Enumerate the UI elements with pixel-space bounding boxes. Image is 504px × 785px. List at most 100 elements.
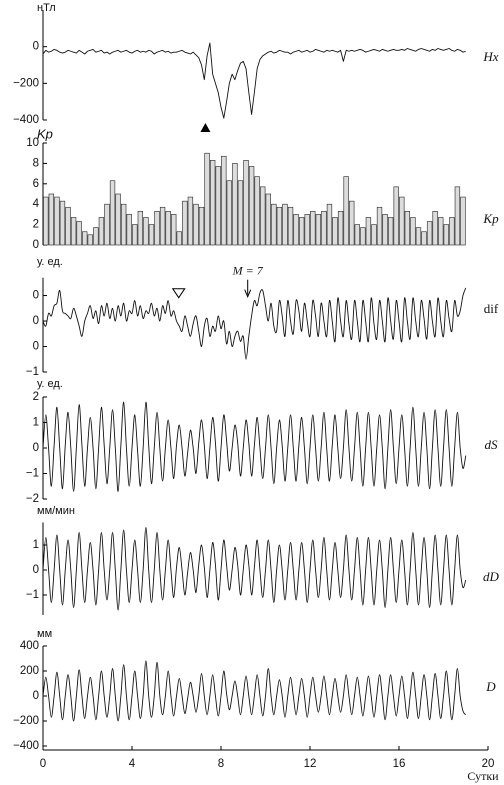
panel-label: D — [485, 679, 496, 694]
bar — [148, 224, 155, 246]
event-marker — [171, 288, 186, 299]
data-line — [42, 660, 467, 722]
bar — [349, 200, 355, 246]
y-unit-label: мм — [37, 628, 52, 640]
y-tick-label: −1 — [26, 468, 39, 480]
bar — [137, 211, 144, 246]
bar — [260, 186, 266, 246]
bar — [98, 217, 105, 246]
bar — [243, 160, 249, 246]
y-tick-label: 4 — [33, 198, 40, 210]
bar — [221, 155, 227, 246]
bar — [209, 160, 216, 246]
bar — [321, 211, 327, 246]
bar — [65, 206, 71, 246]
bar — [143, 217, 149, 246]
bar — [187, 196, 194, 246]
panel-label: dS — [485, 437, 499, 452]
bar — [387, 217, 394, 246]
annotation: M = 7 — [232, 263, 264, 277]
bar — [460, 196, 466, 246]
bar — [371, 224, 377, 246]
data-line — [42, 287, 467, 360]
y-tick-label: 1 — [33, 417, 39, 429]
y-tick-label: −200 — [13, 715, 39, 727]
panel-label: Kp — [482, 211, 499, 226]
bar — [76, 221, 82, 246]
y-tick-label: 0 — [33, 315, 39, 327]
x-axis-label: Сутки — [467, 769, 499, 783]
y-tick-label: −2 — [26, 493, 39, 505]
bar — [104, 203, 110, 246]
annotation-arrowhead — [244, 289, 252, 298]
data-line — [42, 401, 467, 492]
y-tick-label: 400 — [20, 640, 39, 652]
y-unit-label: нТл — [37, 2, 56, 14]
bar — [287, 206, 294, 246]
y-unit-label: у. ед. — [37, 256, 63, 268]
bar — [443, 224, 449, 246]
bar — [198, 206, 205, 246]
bar — [426, 221, 433, 246]
y-tick-label: −400 — [13, 114, 39, 126]
bar — [438, 217, 444, 246]
bar — [226, 180, 233, 246]
panel-label: dif — [484, 301, 499, 316]
y-tick-label: 2 — [33, 391, 39, 403]
bar — [237, 180, 244, 246]
bar — [399, 196, 405, 246]
event-marker — [200, 123, 211, 132]
bar — [415, 227, 422, 246]
bar — [271, 203, 277, 246]
x-tick-label: 12 — [304, 758, 317, 770]
bar — [265, 193, 271, 246]
bar — [393, 186, 399, 246]
bar — [87, 234, 93, 246]
bar — [48, 193, 55, 246]
bar — [449, 217, 455, 246]
bar — [171, 214, 177, 246]
bar — [298, 217, 305, 246]
data-line — [42, 527, 467, 611]
y-tick-label: 0 — [33, 564, 39, 576]
y-tick-label: 0 — [33, 690, 39, 702]
bar — [109, 180, 116, 246]
bar — [254, 176, 260, 246]
bar — [132, 224, 138, 246]
y-tick-label: 6 — [33, 178, 39, 190]
bar — [93, 227, 99, 246]
bar — [70, 217, 77, 246]
bar — [282, 203, 288, 246]
y-tick-label: 0 — [33, 239, 39, 251]
bar — [182, 200, 188, 246]
y-tick-label: −1 — [26, 589, 39, 601]
bar — [354, 224, 360, 246]
bar — [115, 193, 121, 246]
bar — [248, 166, 255, 246]
bar — [365, 217, 372, 246]
y-unit-label: у. ед. — [37, 378, 63, 390]
x-tick-label: 8 — [218, 758, 224, 770]
y-tick-label: 0 — [33, 290, 39, 302]
bar — [432, 211, 438, 246]
y-unit-label: Kp — [37, 126, 53, 141]
y-tick-label: 0 — [33, 442, 39, 454]
bar — [193, 203, 199, 246]
bar — [82, 231, 88, 246]
y-tick-label: −400 — [13, 740, 39, 752]
bar — [276, 206, 283, 246]
y-unit-label: мм/мин — [37, 505, 75, 517]
y-tick-label: −1 — [26, 366, 39, 378]
bar — [120, 203, 127, 246]
bar — [215, 166, 221, 246]
bar — [204, 152, 210, 246]
bar — [310, 211, 316, 246]
bar — [337, 211, 344, 246]
bar — [315, 214, 322, 246]
y-tick-label: 1 — [33, 539, 39, 551]
bar — [410, 217, 416, 246]
bar — [404, 211, 411, 246]
bar — [326, 203, 333, 246]
y-tick-label: 8 — [33, 157, 39, 169]
